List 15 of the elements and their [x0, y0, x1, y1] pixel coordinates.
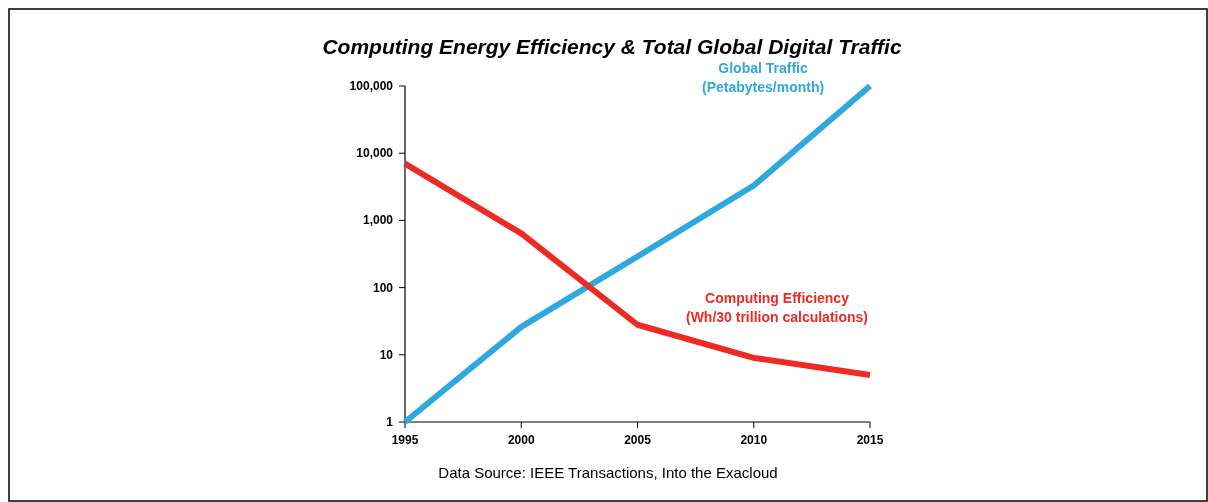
y-tick-label: 1,000 — [362, 213, 394, 228]
x-tick-label: 2015 — [856, 433, 884, 447]
series-label: Computing Efficiency (Wh/30 trillion calculations) — [685, 290, 869, 326]
y-tick-label: 10 — [379, 347, 394, 362]
y-tick-label: 10,000 — [356, 146, 394, 161]
x-tick-label: 1995 — [391, 433, 419, 447]
x-tick-label: 2000 — [507, 433, 535, 447]
x-tick-label: 2010 — [740, 433, 768, 447]
series-label: Global Traffic (Petabytes/month) — [701, 59, 825, 95]
y-tick-label: 100,000 — [349, 79, 394, 93]
y-tick-label: 100 — [372, 280, 394, 295]
chart-title: Computing Energy Efficiency & Total Global Digital Traffic — [322, 35, 902, 58]
source-note: Data Source: IEEE Transactions, Into the Exacloud — [438, 464, 778, 481]
x-tick-label: 2005 — [624, 433, 652, 447]
y-tick-label: 1 — [386, 415, 394, 429]
